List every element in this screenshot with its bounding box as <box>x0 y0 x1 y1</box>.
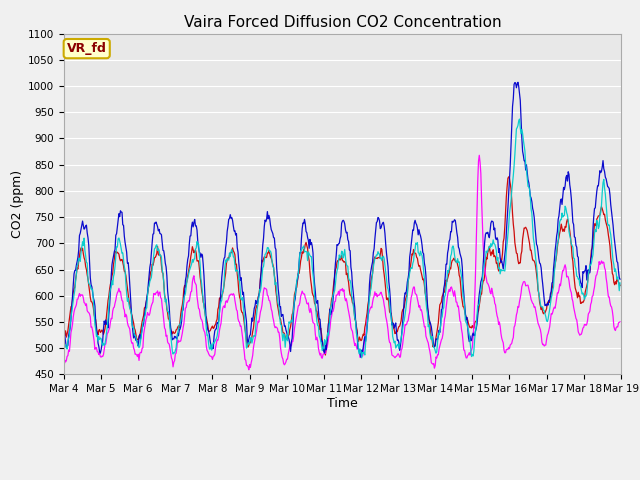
Text: VR_fd: VR_fd <box>67 42 107 55</box>
Legend: West soil, West air, North soil, North air: West soil, West air, North soil, North a… <box>131 476 554 480</box>
Title: Vaira Forced Diffusion CO2 Concentration: Vaira Forced Diffusion CO2 Concentration <box>184 15 501 30</box>
X-axis label: Time: Time <box>327 397 358 410</box>
Y-axis label: CO2 (ppm): CO2 (ppm) <box>11 170 24 238</box>
